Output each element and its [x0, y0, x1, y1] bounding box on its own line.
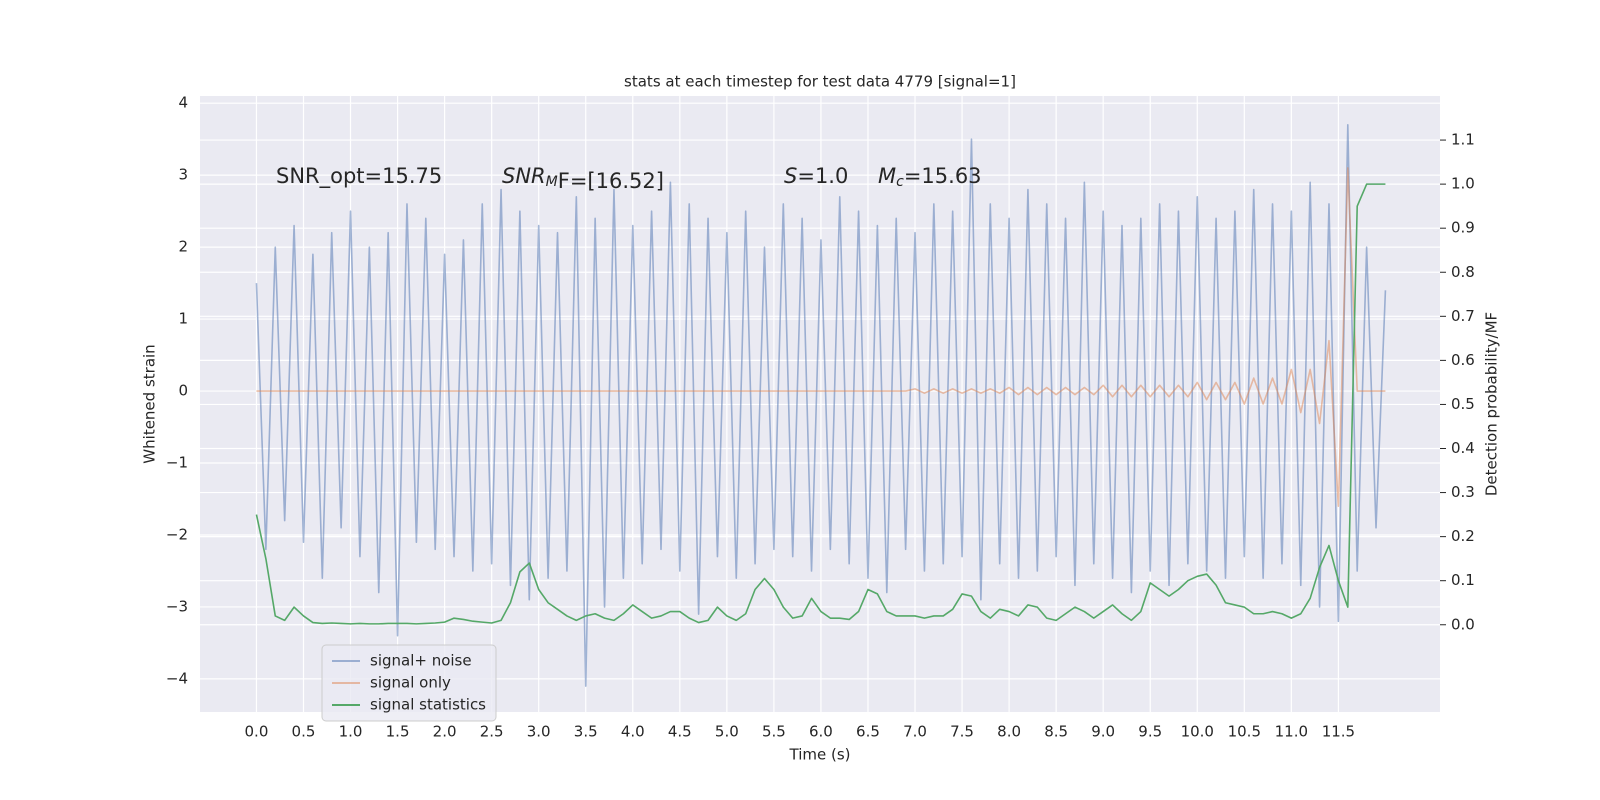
- series-line: [256, 167, 1386, 507]
- y2-tick-label: 0.8: [1451, 263, 1475, 281]
- x-tick-label: 2.0: [433, 723, 457, 741]
- x-tick-label: 1.0: [339, 723, 363, 741]
- x-tick-label: 0.0: [245, 723, 269, 741]
- x-tick-label: 4.0: [621, 723, 645, 741]
- y-tick-label: −4: [166, 669, 188, 687]
- annotation: S=1.0: [784, 164, 848, 188]
- y-tick-label: −2: [166, 525, 188, 543]
- annotation-part: M: [878, 164, 896, 188]
- y2-tick-label: 0.4: [1451, 439, 1475, 457]
- x-tick-label: 5.0: [715, 723, 739, 741]
- y2-tick-label: 0.7: [1451, 307, 1475, 325]
- series-line: [255, 183, 1386, 625]
- legend-label: signal statistics: [370, 696, 486, 714]
- x-tick-label: 4.5: [668, 723, 692, 741]
- x-tick-label: 8.0: [997, 723, 1021, 741]
- annotation: SNRMF=[16.52]: [502, 164, 664, 193]
- legend: signal+ noise signal only signal statistic…: [321, 644, 497, 722]
- x-tick-label: 6.0: [809, 723, 833, 741]
- annotation-part: =1.0: [797, 164, 848, 188]
- annotation-part: M: [546, 174, 558, 190]
- legend-label: signal only: [370, 674, 451, 692]
- x-tick-label: 1.5: [386, 723, 410, 741]
- annotation-part: S: [784, 164, 797, 188]
- y2-tick-label: 0.1: [1451, 571, 1475, 589]
- y-tick-label: 0: [178, 382, 188, 400]
- y-tick-label: 4: [178, 94, 188, 112]
- y2-tick-label: 0.9: [1451, 219, 1475, 237]
- y-axis-label: Whitened strain: [141, 344, 159, 463]
- y-tick-label: −1: [166, 454, 188, 472]
- chart-title: stats at each timestep for test data 477…: [624, 73, 1016, 91]
- x-tick-label: 0.5: [292, 723, 316, 741]
- x-tick-label: 7.5: [950, 723, 974, 741]
- legend-box: [321, 644, 497, 722]
- legend-label: signal+ noise: [370, 652, 472, 670]
- y-tick-label: 2: [178, 238, 188, 256]
- y2-tick-label: 1.1: [1451, 131, 1475, 149]
- annotation: SNR_opt=15.75: [276, 164, 442, 189]
- x-tick-label: 2.5: [480, 723, 504, 741]
- marks: [255, 123, 1387, 687]
- x-tick-label: 11.0: [1275, 723, 1308, 741]
- x-tick-label: 6.5: [856, 723, 880, 741]
- y2-axis-label: Detection probability/MF: [1483, 312, 1501, 496]
- y2-tick-label: 0.0: [1451, 615, 1475, 633]
- x-tick-label: 11.5: [1322, 723, 1355, 741]
- x-tick-label: 10.0: [1181, 723, 1214, 741]
- series-line: [255, 123, 1387, 687]
- y-tick-label: 1: [178, 310, 188, 328]
- y-tick-label: 3: [178, 166, 188, 184]
- annotation: Mc=15.63: [878, 164, 982, 190]
- annotation-part: =15.63: [904, 164, 982, 188]
- x-tick-label: 9.0: [1091, 723, 1115, 741]
- y2-tick-label: 0.2: [1451, 527, 1475, 545]
- annotation-part: SNR: [502, 164, 546, 188]
- y2-tick-label: 0.6: [1451, 351, 1475, 369]
- y2-tick-label: 0.5: [1451, 395, 1475, 413]
- x-tick-label: 3.5: [574, 723, 598, 741]
- x-tick-label: 3.0: [527, 723, 551, 741]
- y-tick-label: −3: [166, 597, 188, 615]
- y2-tick-label: 1.0: [1451, 175, 1475, 193]
- x-axis-label: Time (s): [789, 746, 851, 764]
- annotation-part: c: [896, 174, 904, 190]
- x-tick-label: 10.5: [1228, 723, 1261, 741]
- x-tick-label: 9.5: [1138, 723, 1162, 741]
- x-tick-label: 8.5: [1044, 723, 1068, 741]
- x-tick-label: 5.5: [762, 723, 786, 741]
- annotation-part: F=[16.52]: [558, 169, 664, 193]
- y2-tick-label: 0.3: [1451, 483, 1475, 501]
- x-tick-label: 7.0: [903, 723, 927, 741]
